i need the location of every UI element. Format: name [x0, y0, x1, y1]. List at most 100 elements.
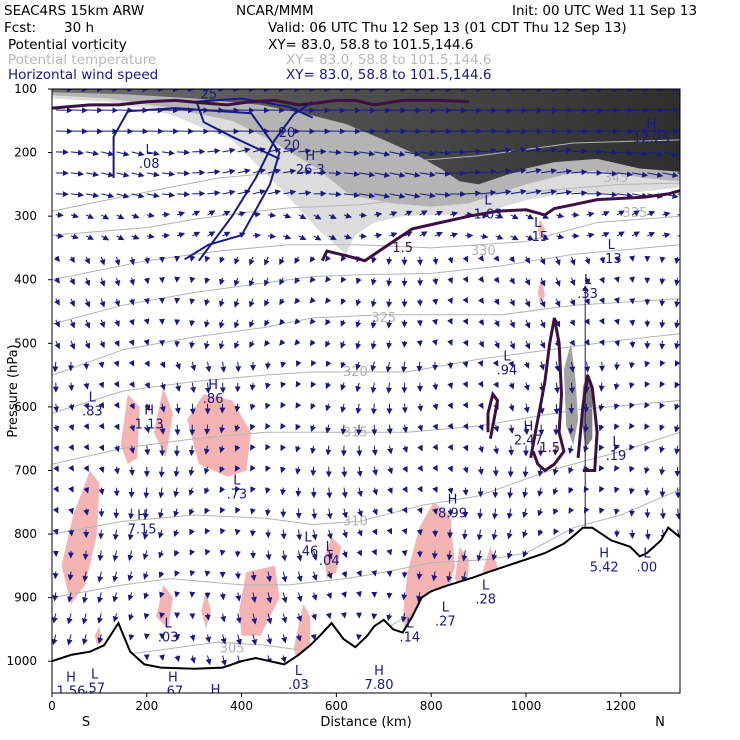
- extremum-marker: L: [503, 349, 511, 364]
- wind-vector: [116, 234, 125, 241]
- wind-vector: [67, 571, 74, 581]
- wind-vector: [295, 423, 301, 431]
- wind-vector: [341, 550, 348, 559]
- extremum-value: 5.90: [201, 697, 230, 712]
- wind-vector: [340, 340, 346, 349]
- wind-vector: [480, 233, 489, 240]
- wind-vector: [116, 192, 130, 199]
- wind-vector: [599, 507, 605, 515]
- wind-vector: [129, 424, 135, 432]
- wind-vector: [647, 232, 656, 238]
- wind-vector: [359, 171, 376, 178]
- wind-vector: [569, 256, 576, 266]
- wind-vector: [159, 361, 166, 369]
- wind-vector: [404, 171, 421, 178]
- wind-vector: [370, 298, 377, 308]
- wind-vector: [522, 508, 528, 519]
- wind-vector: [189, 591, 196, 598]
- wind-vector: [371, 256, 377, 264]
- wind-vector: [556, 233, 565, 240]
- wind-vector: [146, 192, 160, 199]
- negative-pv-region: [201, 591, 211, 630]
- wind-vector: [539, 340, 546, 349]
- wind-vector: [101, 234, 110, 241]
- wind-vector: [266, 592, 273, 604]
- wind-vector: [355, 298, 362, 307]
- wind-vector: [83, 508, 90, 516]
- wind-vector: [659, 466, 666, 476]
- wind-vector: [584, 298, 590, 305]
- wind-vector: [250, 423, 256, 431]
- wind-vector: [554, 361, 561, 372]
- extremum-marker: H: [448, 492, 458, 507]
- wind-vector: [616, 171, 633, 178]
- wind-vector: [416, 340, 423, 347]
- wind-vector: [234, 465, 241, 472]
- extremum-value: .33: [577, 287, 598, 302]
- wind-vector: [326, 487, 333, 499]
- wind-vector: [599, 256, 606, 264]
- wind-vector: [234, 256, 240, 265]
- wind-vector: [264, 277, 270, 287]
- wind-vector: [298, 234, 307, 240]
- extremum-value: .27: [435, 615, 456, 630]
- wind-vector: [204, 570, 211, 577]
- wind-vector: [298, 169, 312, 176]
- wind-vector: [283, 233, 292, 240]
- negative-pv-region: [239, 565, 280, 636]
- wind-vector: [114, 256, 121, 266]
- isentrope-line: [52, 139, 680, 212]
- wind-vector: [326, 550, 333, 560]
- wind-vector: [510, 189, 527, 195]
- wind-vector: [524, 298, 531, 308]
- wind-vector: [507, 487, 514, 499]
- wind-vector: [129, 402, 135, 410]
- wind-vector: [569, 527, 575, 535]
- wind-vector: [386, 298, 393, 308]
- wind-vector: [99, 298, 106, 308]
- wind-vector: [419, 231, 428, 237]
- wind-vector: [552, 466, 559, 476]
- extremum-marker: H: [305, 149, 315, 164]
- wind-vector: [233, 277, 240, 287]
- wind-vector: [553, 528, 559, 536]
- wind-vector: [248, 256, 255, 266]
- wind-vector: [462, 381, 468, 388]
- wind-vector: [173, 529, 180, 538]
- wind-vector: [370, 403, 377, 415]
- extremum-marker: L: [326, 540, 334, 555]
- y-tick-label: 300: [14, 209, 37, 223]
- wind-vector: [584, 318, 590, 326]
- wind-vector: [83, 382, 90, 390]
- wind-vector: [205, 382, 211, 394]
- wind-vector: [493, 298, 500, 306]
- wind-vector: [101, 213, 110, 220]
- wind-vector: [432, 486, 438, 494]
- wind-vector: [205, 655, 212, 666]
- wind-vector: [189, 340, 195, 349]
- wind-vector: [69, 319, 76, 329]
- wind-vector: [234, 485, 241, 493]
- wind-vector: [220, 634, 227, 645]
- wind-vector: [222, 168, 236, 175]
- wind-vector: [310, 633, 317, 641]
- wind-vector: [280, 655, 287, 664]
- wind-vector: [83, 443, 90, 451]
- wind-vector: [554, 256, 561, 266]
- wind-vector: [416, 361, 423, 373]
- wind-vector: [340, 403, 347, 413]
- wind-vector: [341, 466, 348, 478]
- wind-vector: [264, 508, 271, 517]
- extremum-marker: L: [304, 531, 312, 546]
- wind-vector: [207, 210, 216, 216]
- wind-vector: [174, 424, 181, 436]
- wind-vector: [144, 360, 150, 368]
- wind-vector: [279, 277, 285, 286]
- wind-vector: [613, 508, 620, 516]
- wind-vector: [311, 592, 318, 601]
- wind-vector: [510, 213, 519, 220]
- wind-vector: [674, 424, 680, 433]
- wind-vector: [372, 508, 378, 516]
- wind-vector: [264, 361, 271, 370]
- terrain-fill: [52, 527, 680, 693]
